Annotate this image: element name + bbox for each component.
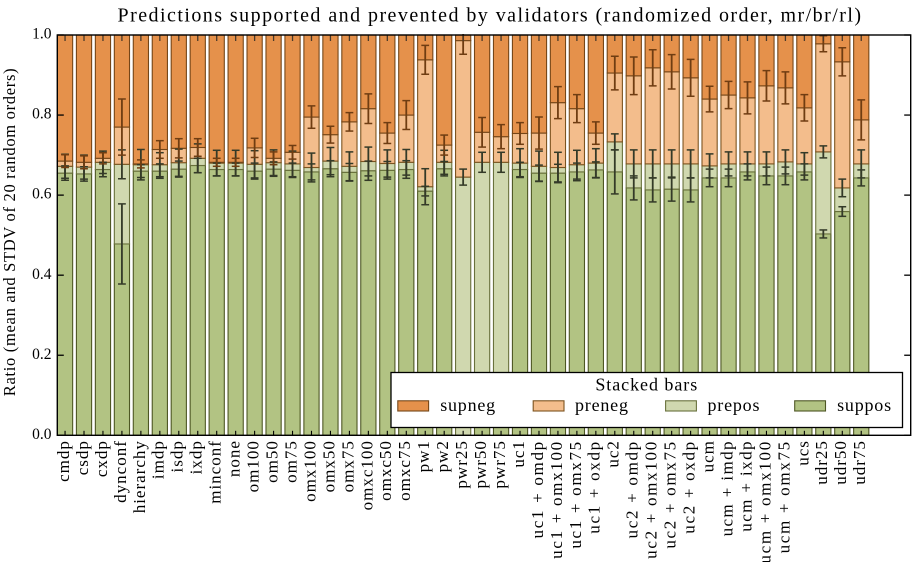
svg-text:prepos: prepos (708, 395, 761, 415)
svg-text:Ratio (mean and STDV of 20 ran: Ratio (mean and STDV of 20 random orders… (0, 68, 19, 397)
svg-text:minconf: minconf (206, 440, 225, 504)
svg-text:omx50: omx50 (319, 440, 338, 492)
svg-text:udr75: udr75 (850, 440, 869, 485)
svg-text:ucm: ucm (698, 440, 717, 472)
svg-text:ucm + omx75: ucm + omx75 (774, 440, 793, 553)
svg-text:ixdp: ixdp (187, 440, 206, 474)
svg-text:omxc75: omxc75 (395, 440, 414, 501)
svg-text:uc1 + omx100: uc1 + omx100 (547, 440, 566, 559)
svg-text:om75: om75 (281, 440, 300, 483)
svg-text:supneg: supneg (440, 395, 496, 415)
svg-text:omxc50: omxc50 (376, 440, 395, 501)
svg-text:uc2 + omdp: uc2 + omdp (623, 440, 642, 538)
svg-text:ucm + ixdp: ucm + ixdp (736, 440, 755, 532)
svg-text:Stacked bars: Stacked bars (595, 375, 698, 395)
svg-text:uc2 + oxdp: uc2 + oxdp (680, 440, 699, 534)
svg-text:uc2 + omx100: uc2 + omx100 (642, 440, 661, 559)
svg-text:suppos: suppos (837, 395, 892, 415)
svg-text:uc1 + oxdp: uc1 + oxdp (585, 440, 604, 534)
svg-text:uc1 + omx75: uc1 + omx75 (566, 440, 585, 549)
svg-text:pw1: pw1 (414, 440, 433, 472)
svg-text:0.0: 0.0 (32, 426, 52, 443)
svg-text:om100: om100 (244, 440, 263, 492)
svg-text:ucs: ucs (793, 440, 812, 466)
svg-text:imdp: imdp (149, 440, 168, 479)
svg-text:isdp: isdp (168, 440, 187, 472)
svg-text:Predictions supported and prev: Predictions supported and prevented by v… (118, 5, 863, 27)
svg-text:pwr25: pwr25 (452, 440, 471, 488)
svg-text:uc1 + omdp: uc1 + omdp (528, 440, 547, 538)
svg-text:omx75: omx75 (338, 440, 357, 492)
svg-text:pw2: pw2 (433, 440, 452, 472)
svg-text:omx100: omx100 (300, 440, 319, 502)
svg-text:uc2 + omx75: uc2 + omx75 (661, 440, 680, 549)
svg-text:pwr75: pwr75 (490, 440, 509, 488)
svg-text:hierarchy: hierarchy (130, 440, 149, 513)
svg-text:cxdp: cxdp (92, 440, 111, 477)
svg-text:preneg: preneg (575, 395, 629, 415)
svg-text:cmdp: cmdp (54, 440, 73, 482)
svg-text:pwr50: pwr50 (471, 440, 490, 488)
svg-text:ucm + omx100: ucm + omx100 (755, 440, 774, 562)
svg-text:none: none (225, 440, 244, 477)
svg-text:uc1: uc1 (509, 440, 528, 468)
svg-text:0.8: 0.8 (32, 106, 52, 123)
svg-text:1.0: 1.0 (32, 26, 52, 43)
svg-text:csdp: csdp (73, 440, 92, 475)
svg-text:ucm + imdp: ucm + imdp (717, 440, 736, 536)
svg-text:omxc100: omxc100 (357, 440, 376, 510)
svg-text:uc2: uc2 (604, 440, 623, 468)
svg-text:0.6: 0.6 (32, 186, 52, 203)
svg-text:dynconf: dynconf (111, 440, 130, 503)
svg-text:om50: om50 (262, 440, 281, 483)
svg-text:0.2: 0.2 (32, 346, 51, 363)
svg-text:udr50: udr50 (831, 440, 850, 485)
svg-text:udr25: udr25 (812, 440, 831, 485)
svg-text:0.4: 0.4 (32, 266, 52, 283)
